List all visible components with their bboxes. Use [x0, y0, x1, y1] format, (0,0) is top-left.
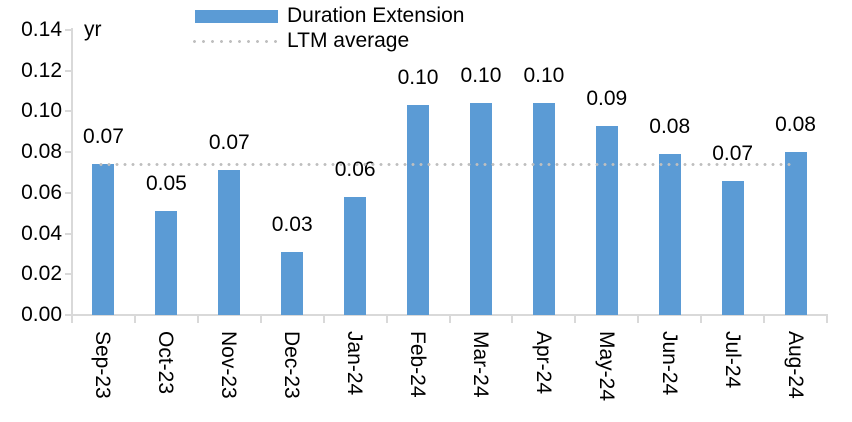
bar-sep-23: [92, 164, 115, 315]
bar-value-label: 0.07: [83, 125, 124, 149]
y-axis-line: [71, 28, 73, 316]
legend-bar-swatch: [195, 9, 278, 23]
y-axis-tick-label: 0.04: [21, 221, 62, 245]
y-axis-tick: [65, 314, 72, 316]
y-axis-tick-label: 0.00: [21, 303, 62, 326]
bar-value-label: 0.07: [712, 141, 754, 165]
x-axis-tick: [511, 316, 514, 323]
bar-value-label: 0.09: [586, 86, 628, 110]
y-axis-tick-label: 0.02: [21, 262, 62, 286]
bar-apr-24: [532, 103, 555, 315]
x-axis-tick: [196, 316, 199, 323]
x-axis-tick: [322, 316, 325, 323]
x-axis-category-label: May-24: [594, 331, 618, 402]
y-axis-tick: [65, 151, 72, 154]
x-axis-category-label: Jan-24: [343, 331, 367, 396]
x-axis-category-label: Jun-24: [657, 331, 681, 396]
x-axis-line: [71, 314, 828, 316]
bar-nov-23: [218, 170, 241, 315]
x-axis-category-label: Oct-23: [154, 331, 178, 395]
bar-value-label: 0.08: [775, 113, 816, 137]
bar-value-label: 0.10: [397, 66, 439, 90]
y-axis-tick: [65, 191, 72, 194]
y-axis-tick-label: 0.10: [21, 99, 62, 123]
legend-dotted-line-swatch: [190, 39, 278, 43]
y-axis-tick-label: 0.12: [21, 58, 62, 82]
legend-label-duration-extension: Duration Extension: [287, 4, 465, 27]
x-axis-tick: [133, 316, 136, 323]
y-axis-tick: [65, 69, 72, 72]
x-axis-tick: [574, 316, 577, 323]
bar-mar-24: [469, 103, 492, 315]
x-axis-category-label: Aug-24: [783, 331, 807, 399]
y-axis-tick: [65, 110, 72, 113]
bar-value-label: 0.10: [460, 64, 502, 88]
x-axis-tick: [385, 316, 388, 323]
x-axis-category-label: Sep-23: [91, 331, 115, 399]
bar-feb-24: [407, 105, 430, 315]
y-axis-unit-label: yr: [84, 18, 102, 41]
x-axis-tick: [826, 316, 828, 323]
x-axis-category-label: Jul-24: [720, 331, 744, 389]
x-axis-tick: [448, 316, 451, 323]
bar-value-label: 0.07: [208, 131, 250, 155]
x-axis-category-label: Mar-24: [468, 331, 492, 398]
y-axis-tick-label: 0.08: [21, 140, 62, 164]
x-axis-category-label: Feb-24: [406, 331, 430, 398]
y-axis-tick-label: 0.14: [21, 18, 62, 41]
legend-item-duration-extension: Duration Extension: [195, 3, 464, 29]
x-axis-tick: [259, 316, 262, 323]
bar-jun-24: [658, 154, 681, 315]
bar-oct-23: [155, 211, 178, 315]
x-axis-tick: [637, 316, 640, 323]
y-axis-tick-label: 0.06: [21, 180, 62, 204]
x-axis-tick: [763, 316, 766, 323]
bar-dec-23: [281, 251, 304, 315]
y-axis-tick: [65, 232, 72, 235]
bar-may-24: [595, 125, 618, 315]
x-axis-category-label: Nov-23: [217, 331, 241, 399]
legend-item-ltm-average: LTM average: [190, 28, 409, 54]
x-axis-category-label: Dec-23: [280, 331, 304, 399]
bar-aug-24: [784, 152, 807, 315]
y-axis-tick: [65, 29, 72, 31]
y-axis-tick: [65, 273, 72, 276]
ltm-average-line: [97, 162, 795, 166]
x-axis-tick: [71, 316, 73, 323]
bar-value-label: 0.10: [523, 64, 565, 88]
x-axis-tick: [700, 316, 703, 323]
bar-jul-24: [721, 180, 744, 315]
bar-value-label: 0.03: [271, 212, 313, 236]
bar-value-label: 0.05: [145, 172, 187, 196]
bar-value-label: 0.08: [649, 115, 691, 139]
bar-jan-24: [344, 196, 367, 315]
legend-label-ltm-average: LTM average: [287, 29, 410, 52]
x-axis-category-label: Apr-24: [531, 331, 555, 395]
